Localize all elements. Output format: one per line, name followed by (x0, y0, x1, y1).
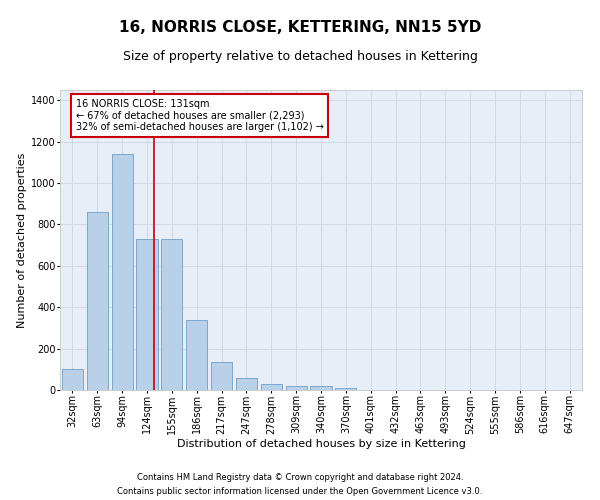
Text: Size of property relative to detached houses in Kettering: Size of property relative to detached ho… (122, 50, 478, 63)
Text: Contains public sector information licensed under the Open Government Licence v3: Contains public sector information licen… (118, 488, 482, 496)
Bar (236, 378, 257, 390)
Bar (112, 154, 133, 390)
Text: 16, NORRIS CLOSE, KETTERING, NN15 5YD: 16, NORRIS CLOSE, KETTERING, NN15 5YD (119, 20, 481, 35)
Bar (87, 212, 108, 390)
Bar (136, 239, 158, 390)
Text: Contains HM Land Registry data © Crown copyright and database right 2024.: Contains HM Land Registry data © Crown c… (137, 472, 463, 482)
Bar (211, 362, 232, 390)
X-axis label: Distribution of detached houses by size in Kettering: Distribution of detached houses by size … (176, 439, 466, 449)
Bar (261, 384, 282, 390)
Bar (335, 388, 356, 390)
Bar (310, 386, 332, 390)
Bar (286, 386, 307, 390)
Bar (62, 370, 83, 390)
Text: 16 NORRIS CLOSE: 131sqm
← 67% of detached houses are smaller (2,293)
32% of semi: 16 NORRIS CLOSE: 131sqm ← 67% of detache… (76, 99, 323, 132)
Bar (161, 239, 182, 390)
Bar (186, 320, 207, 390)
Y-axis label: Number of detached properties: Number of detached properties (17, 152, 27, 328)
